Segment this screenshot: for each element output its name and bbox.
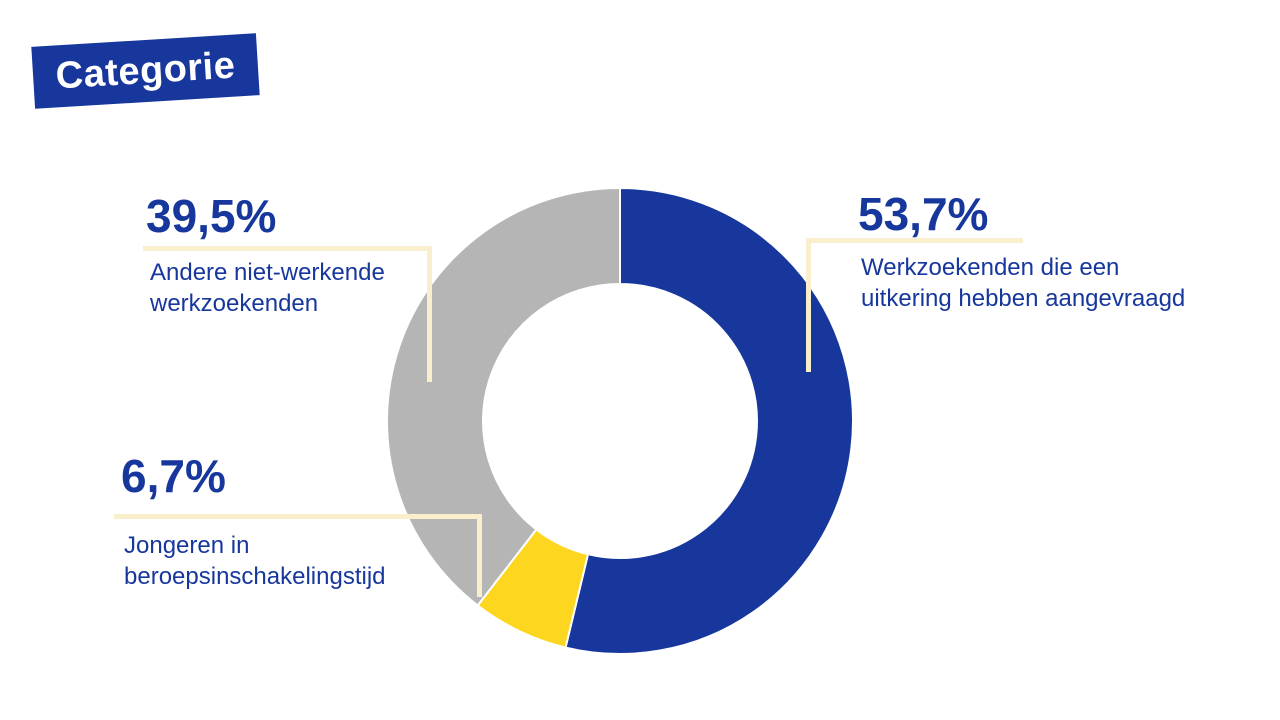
slice-description-andere: Andere niet-werkende werkzoekenden (150, 257, 385, 319)
percent-label-uitkering: 53,7% (858, 188, 989, 240)
callout-line-vertical-andere (427, 246, 432, 382)
callout-line-vertical-uitkering (806, 238, 811, 372)
callout-line-vertical-jongeren (477, 514, 482, 597)
slice-description-uitkering-line1: Werkzoekenden die een (861, 254, 1120, 281)
slice-description-andere-line1: Andere niet-werkende (150, 259, 385, 286)
slice-description-jongeren: Jongeren in beroepsinschakelingstijd (124, 530, 386, 592)
percent-label-andere: 39,5% (146, 190, 277, 242)
category-badge-label: Categorie (54, 44, 237, 97)
slice-description-uitkering-line2: uitkering hebben aangevraagd (861, 285, 1186, 312)
slice-description-jongeren-line1: Jongeren in (124, 532, 250, 559)
slice-description-andere-line2: werkzoekenden (150, 290, 319, 317)
callout-line-horizontal-jongeren (114, 514, 482, 519)
slice-description-uitkering: Werkzoekenden die een uitkering hebben a… (861, 252, 1185, 314)
callout-line-horizontal-uitkering (806, 238, 1023, 243)
callout-line-horizontal-andere (143, 246, 432, 251)
donut-slice-2 (386, 186, 621, 607)
donut-slice-0 (564, 186, 854, 655)
slice-description-jongeren-line2: beroepsinschakelingstijd (124, 563, 386, 590)
percent-label-jongeren: 6,7% (121, 450, 226, 502)
